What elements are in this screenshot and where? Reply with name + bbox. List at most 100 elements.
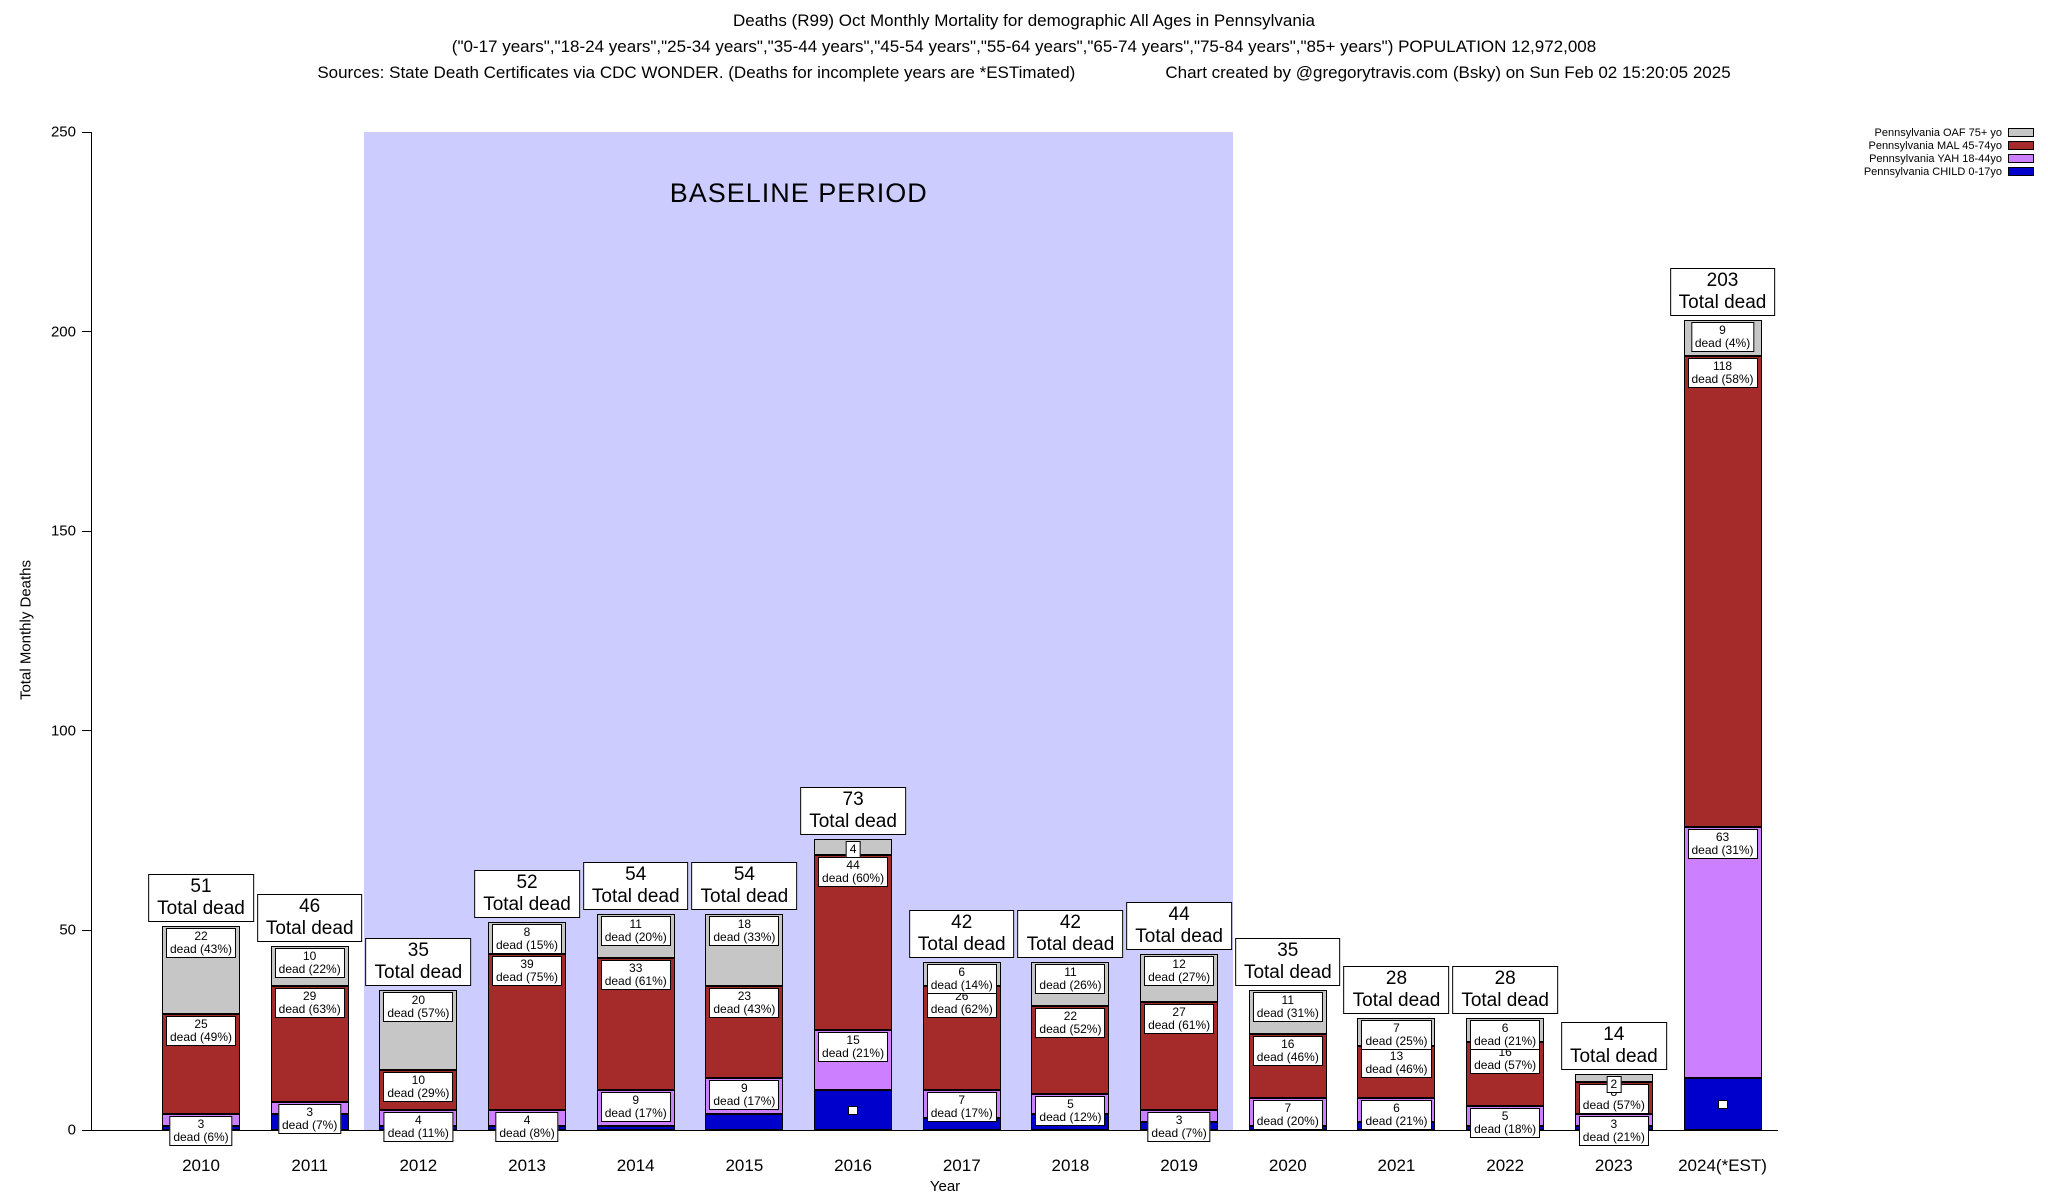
total-value: 73 — [842, 788, 864, 810]
total-caption: Total dead — [483, 894, 571, 916]
x-axis-title: Year — [929, 1178, 961, 1195]
total-caption: Total dead — [1569, 1046, 1658, 1068]
segment-percent: dead (21%) — [1474, 1034, 1537, 1049]
total-value: 28 — [1385, 968, 1408, 990]
segment-value: 3 — [1610, 1117, 1618, 1132]
total-caption: Total dead — [1135, 926, 1223, 948]
y-tick-label-250: 250 — [50, 123, 76, 141]
total-dead-label-2014: 54 Total dead — [582, 862, 689, 911]
x-tick-label-2015: 2015 — [725, 1156, 764, 1175]
total-value: 35 — [407, 940, 429, 962]
legend-swatch-icon — [2008, 141, 2034, 150]
segment-label-2016-oaf: 4 — [845, 840, 861, 858]
legend-row-2: Pennsylvania YAH 18-44yo — [1864, 152, 2034, 165]
segment-percent: dead (17%) — [930, 1106, 993, 1121]
segment-value: 63 — [1715, 829, 1730, 844]
x-tick-label-2021: 2021 — [1377, 1156, 1416, 1175]
total-dead-label-2016: 73 Total dead — [800, 786, 906, 835]
y-tick-label-200: 200 — [50, 323, 76, 341]
segment-percent: dead (61%) — [604, 974, 667, 989]
segment-label-2019-yah: 3 dead (7%) — [1147, 1112, 1211, 1143]
total-value: 14 — [1603, 1024, 1625, 1046]
total-dead-label-2015: 54 Total dead — [691, 862, 798, 911]
total-value: 35 — [1277, 940, 1299, 962]
segment-value: 22 — [194, 929, 208, 944]
segment-percent: dead (75%) — [496, 970, 559, 985]
segment-value: 6 — [1393, 1101, 1400, 1116]
total-caption: Total dead — [1461, 990, 1549, 1012]
total-dead-label-2012: 35 Total dead — [365, 938, 472, 987]
segment-label-2011-mal: 29 dead (63%) — [274, 988, 345, 1019]
legend-row-1: Pennsylvania MAL 45-74yo — [1864, 139, 2034, 152]
segment-percent: dead (21%) — [1365, 1114, 1428, 1129]
segment-value: 3 — [197, 1117, 205, 1132]
x-tick-label-2022: 2022 — [1486, 1156, 1525, 1175]
total-dead-label-2021: 28 Total dead — [1343, 966, 1450, 1015]
legend-row-3: Pennsylvania CHILD 0-17yo — [1864, 165, 2034, 178]
segment-value: 13 — [1389, 1049, 1404, 1064]
legend-row-0: Pennsylvania OAF 75+ yo — [1864, 126, 2034, 139]
segment-label-2023-oaf: 2 — [1606, 1076, 1622, 1094]
x-tick-label-2023: 2023 — [1594, 1156, 1633, 1175]
total-caption: Total dead — [1243, 962, 1332, 984]
segment-percent: dead (6%) — [173, 1130, 229, 1145]
total-value: 52 — [516, 872, 538, 894]
segment-label-2018-oaf: 11 dead (26%) — [1035, 964, 1106, 995]
chart-credit-text: Chart created by @gregorytravis.com (Bsk… — [1165, 63, 1731, 82]
total-caption: Total dead — [265, 918, 354, 940]
segment-value: 23 — [737, 989, 752, 1004]
segment-value: 44 — [846, 857, 860, 872]
segment-percent: dead (60%) — [822, 870, 885, 885]
segment-percent: dead (46%) — [1365, 1062, 1428, 1077]
segment-value: 29 — [302, 989, 317, 1004]
segment-label-2013-mal: 39 dead (75%) — [492, 956, 563, 987]
segment-percent: dead (63%) — [278, 1002, 341, 1017]
total-dead-label-2024(*EST): 203 Total dead — [1669, 267, 1776, 316]
total-dead-label-2010: 51 Total dead — [148, 874, 254, 923]
total-caption: Total dead — [157, 898, 245, 920]
segment-percent: dead (4%) — [1694, 335, 1751, 350]
x-tick-label-2013: 2013 — [508, 1156, 546, 1175]
segment-label-2013-oaf: 8 dead (15%) — [492, 924, 563, 955]
segment-label-2019-mal: 27 dead (61%) — [1144, 1004, 1215, 1035]
segment-percent: dead (21%) — [1582, 1130, 1645, 1145]
segment-value: 4 — [523, 1113, 531, 1128]
segment-value: 39 — [520, 957, 534, 972]
total-value: 46 — [299, 896, 321, 918]
total-dead-label-2019: 44 Total dead — [1126, 902, 1232, 951]
total-dead-label-2020: 35 Total dead — [1234, 938, 1341, 987]
x-tick-label-2024(*EST): 2024(*EST) — [1678, 1156, 1767, 1175]
chart-header: Deaths (R99) Oct Monthly Mortality for d… — [0, 8, 2048, 86]
segment-label-2017-yah: 7 dead (17%) — [926, 1092, 997, 1123]
segment-label-2010-mal: 25 dead (49%) — [165, 1016, 237, 1047]
total-dead-label-2017: 42 Total dead — [908, 910, 1015, 959]
total-caption: Total dead — [1678, 291, 1767, 313]
segment-value: 11 — [1064, 965, 1077, 980]
segment-value: 5 — [1501, 1109, 1509, 1124]
segment-label-2024(*EST)-mal: 118 dead (58%) — [1687, 357, 1758, 388]
segment-label-2018-mal: 22 dead (52%) — [1035, 1008, 1106, 1039]
y-tick-label-100: 100 — [50, 722, 76, 740]
x-tick-label-2012: 2012 — [399, 1156, 438, 1175]
segment-value: 7 — [1393, 1021, 1400, 1036]
x-tick-label-2018: 2018 — [1051, 1156, 1090, 1175]
segment-percent: dead (31%) — [1691, 842, 1754, 857]
segment-label-2015-oaf: 18 dead (33%) — [709, 916, 780, 947]
segment-percent: dead (7%) — [1151, 1126, 1207, 1141]
total-value: 42 — [951, 912, 973, 934]
segment-percent: dead (57%) — [1474, 1058, 1537, 1073]
segment-percent: dead (46%) — [1256, 1050, 1319, 1065]
segment-percent: dead (49%) — [169, 1030, 233, 1045]
segment-label-2017-oaf: 6 dead (14%) — [926, 964, 997, 995]
segment-percent: dead (7%) — [281, 1118, 338, 1133]
segment-value: 3 — [306, 1105, 314, 1120]
chart-sources-text: Sources: State Death Certificates via CD… — [317, 63, 1076, 82]
segment-value: 11 — [1281, 993, 1295, 1008]
total-dead-label-2011: 46 Total dead — [256, 894, 363, 943]
total-caption: Total dead — [700, 886, 789, 908]
segment-value: 10 — [302, 949, 317, 964]
segment-percent: dead (12%) — [1039, 1110, 1102, 1125]
segment-percent: dead (43%) — [169, 942, 233, 957]
x-tick-label-2017: 2017 — [942, 1156, 981, 1175]
